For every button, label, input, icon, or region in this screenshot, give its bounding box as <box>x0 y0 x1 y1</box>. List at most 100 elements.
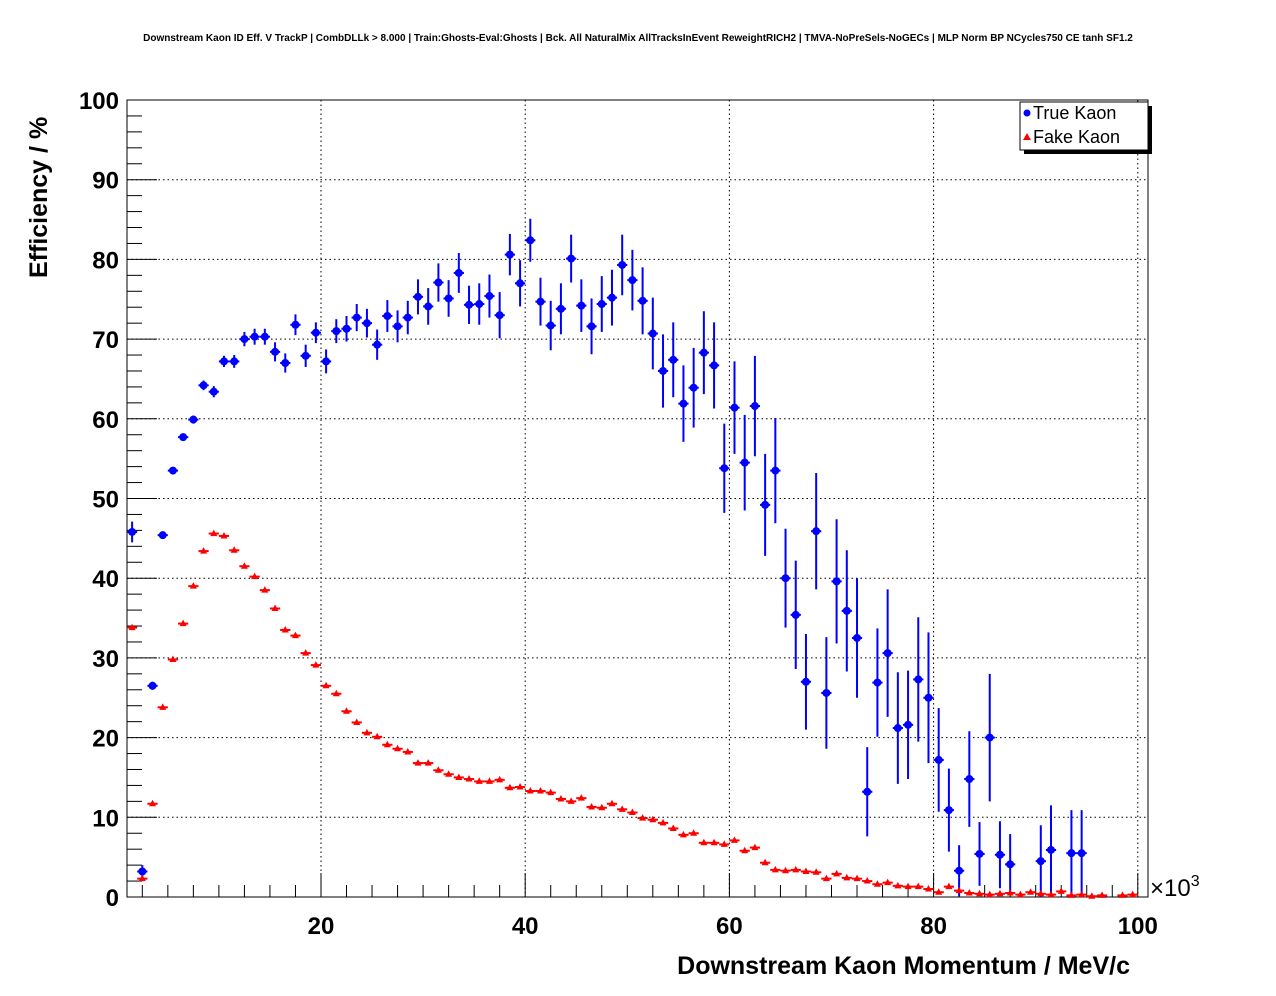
data-point <box>373 340 382 349</box>
data-point <box>1078 890 1086 898</box>
data-point <box>669 355 678 364</box>
legend-fake-kaon-label: Fake Kaon <box>1033 127 1120 147</box>
data-point <box>955 886 963 894</box>
data-point <box>547 788 555 796</box>
data-point <box>822 688 831 697</box>
data-point <box>832 577 841 586</box>
data-point <box>801 677 810 686</box>
data-point <box>158 531 167 540</box>
data-point <box>260 332 269 341</box>
data-point <box>771 466 780 475</box>
data-point <box>414 759 422 766</box>
data-point <box>445 770 453 777</box>
data-point <box>833 869 841 877</box>
data-point <box>792 865 800 873</box>
data-point <box>138 867 147 876</box>
data-point <box>404 747 412 755</box>
data-point <box>311 328 320 337</box>
y-tick-label: 20 <box>92 726 119 753</box>
data-point <box>271 347 280 356</box>
data-point <box>1098 891 1106 898</box>
y-tick-label: 50 <box>92 487 119 514</box>
data-point <box>230 546 238 553</box>
data-point <box>546 321 555 330</box>
data-point <box>700 838 708 846</box>
data-point <box>782 866 790 874</box>
y-tick-label: 90 <box>92 168 119 195</box>
data-point <box>965 889 973 896</box>
data-point <box>220 531 228 539</box>
data-point <box>506 783 514 791</box>
series-fake-kaon <box>127 529 1138 899</box>
data-point <box>740 458 749 467</box>
data-point <box>873 678 882 687</box>
data-point <box>761 500 770 509</box>
data-point <box>434 278 443 287</box>
data-point <box>149 799 157 807</box>
axes: 0 10 20 30 40 50 60 70 80 90 100 20 40 60 80 100 <box>79 88 1158 940</box>
y-tick-label: 40 <box>92 566 119 593</box>
data-point <box>485 292 494 301</box>
legend: True Kaon Fake Kaon <box>1019 101 1152 154</box>
data-point <box>842 606 851 615</box>
data-point <box>1047 890 1055 898</box>
data-point <box>465 300 474 309</box>
data-point <box>1037 889 1045 897</box>
data-point <box>955 866 964 875</box>
data-point <box>863 787 872 796</box>
data-point <box>924 885 932 892</box>
data-point <box>639 814 647 821</box>
data-point <box>291 320 300 329</box>
data-point <box>996 889 1004 897</box>
data-point <box>649 815 657 823</box>
x-axis-label: Downstream Kaon Momentum / MeV/c <box>677 952 1130 980</box>
data-point <box>1006 889 1014 896</box>
data-point <box>169 655 177 662</box>
y-tick-label: 60 <box>92 407 119 434</box>
data-point <box>168 466 177 475</box>
data-point <box>986 890 994 898</box>
data-point <box>332 327 341 336</box>
data-point <box>413 292 422 301</box>
data-point <box>975 849 984 858</box>
x-tick-label: 100 <box>1118 913 1158 940</box>
data-point <box>353 718 361 725</box>
data-point <box>475 300 484 309</box>
data-point <box>189 582 197 589</box>
data-point <box>843 873 851 881</box>
legend-true-kaon-label: True Kaon <box>1033 103 1116 123</box>
data-point <box>179 619 187 627</box>
x-tick-label: 20 <box>308 913 335 940</box>
data-point <box>883 649 892 658</box>
data-point <box>710 361 719 370</box>
data-point <box>373 732 381 740</box>
data-point <box>526 236 535 245</box>
data-point <box>1036 857 1045 866</box>
data-point <box>914 675 923 684</box>
data-point <box>628 276 637 285</box>
data-point <box>444 294 453 303</box>
data-point <box>291 631 299 639</box>
data-point <box>690 829 698 836</box>
data-point <box>434 766 442 773</box>
data-point <box>567 254 576 263</box>
data-point <box>608 799 616 807</box>
data-point <box>352 313 361 322</box>
data-point <box>536 297 545 306</box>
data-point <box>281 626 289 633</box>
data-point <box>537 786 545 794</box>
data-point <box>516 783 524 790</box>
data-marks <box>127 218 1138 899</box>
data-point <box>312 661 320 668</box>
data-point <box>128 527 137 536</box>
data-point <box>985 733 994 742</box>
data-point <box>894 881 902 889</box>
data-point <box>301 351 310 360</box>
data-point <box>1077 849 1086 858</box>
data-point <box>884 878 892 886</box>
data-point <box>995 850 1004 859</box>
data-point <box>1067 891 1075 898</box>
data-point <box>251 572 259 580</box>
data-point <box>944 806 953 815</box>
data-point <box>597 300 606 309</box>
